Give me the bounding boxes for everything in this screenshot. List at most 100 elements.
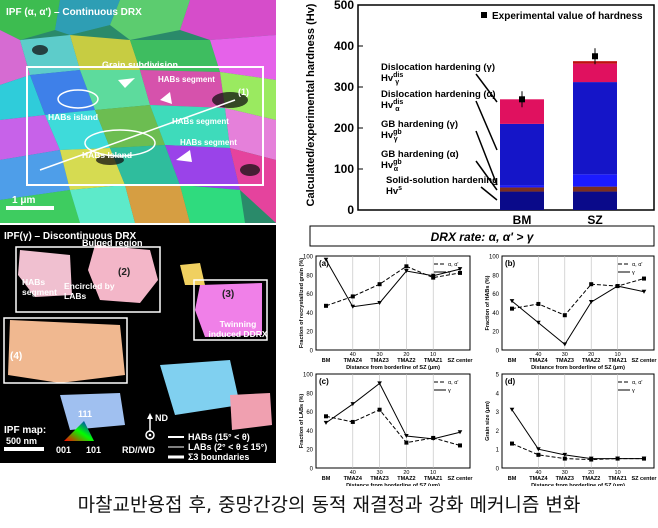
line-chart-ylabel: Fraction of recrystallized grain (%) xyxy=(299,258,305,348)
label-4: (4) xyxy=(10,351,22,362)
hardness-annotation: GB hardening (γ) xyxy=(381,119,458,130)
label-habs-island-1: HABs island xyxy=(48,112,98,122)
scalebar-500nm: 500 nm xyxy=(6,436,37,446)
line-point xyxy=(350,402,356,407)
line-chart-ytick: 1 xyxy=(496,448,500,454)
line-chart-xtick: TMAZ3 xyxy=(370,476,388,482)
label-line-1: (1) xyxy=(238,87,249,97)
annotation-arrow xyxy=(475,160,498,191)
line-chart-ytick: 0 xyxy=(310,349,314,355)
line-chart-xtick: TMAZ4 xyxy=(344,476,363,482)
hardness-annotation: Solid-solution hardening xyxy=(386,175,498,186)
hardness-ytick-label: 500 xyxy=(334,0,354,12)
line-chart-ytick: 5 xyxy=(496,373,500,379)
label-habs-segment-2: HABs segment xyxy=(172,117,229,126)
hardness-annotation: Dislocation hardening (α) xyxy=(381,89,496,100)
line-chart-xlabel: Distance from borderline of SZ (μm) xyxy=(346,365,440,371)
label-habs-segment-3: HABs segment xyxy=(180,138,237,147)
line-chart-xtick: TMAZ4 xyxy=(529,358,548,364)
line-point xyxy=(457,267,463,272)
line-chart-ytick: 60 xyxy=(492,292,499,298)
hardness-annotation-symbol: Hvgb γ xyxy=(381,129,402,143)
scalebar-1um: 1 μm xyxy=(12,195,35,206)
line-point xyxy=(457,430,463,435)
line-point xyxy=(510,306,514,311)
ipf-map-discontinuous: IPF(γ) – Discontinuous DRX Bulged region… xyxy=(0,225,276,463)
line-chart-xdist: 40 xyxy=(350,352,356,358)
line-chart-ylabel: Fraction of LABs (%) xyxy=(299,394,305,449)
line-chart-frame xyxy=(315,255,471,351)
hardness-ytick-label: 300 xyxy=(334,80,354,94)
line-chart-xtick: BM xyxy=(322,358,331,364)
line-series xyxy=(325,265,461,307)
line-series xyxy=(325,259,461,308)
line-chart-xdist: 40 xyxy=(535,352,541,358)
label-twinning-ddrx: Twinning induced DDRX xyxy=(208,319,268,339)
hardness-bar-segment xyxy=(573,186,617,192)
line-point xyxy=(615,456,620,461)
line-point xyxy=(377,381,382,386)
line-chart-ytick: 20 xyxy=(492,330,499,336)
line-chart-xtick: TMAZ1 xyxy=(424,358,442,364)
line-chart-panel-id: (c) xyxy=(319,377,329,386)
ipf-continuous-title: IPF (α, α') – Continuous DRX xyxy=(6,7,142,18)
line-legend-label: α, α' xyxy=(632,262,642,268)
hardness-ytick-label: 200 xyxy=(334,121,354,135)
line-chart-ylabel: Grain size (μm) xyxy=(485,401,491,441)
line-chart-xtick: BM xyxy=(508,358,517,364)
line-point xyxy=(509,407,515,412)
line-chart-xdist: 40 xyxy=(535,470,541,476)
line-chart-frame xyxy=(315,373,471,469)
line-point xyxy=(562,342,568,347)
line-chart-ytick: 0 xyxy=(496,349,500,355)
hardness-ylabel: Calculated/experimental hardness (Hv) xyxy=(305,3,317,206)
annotation-arrow xyxy=(480,186,498,201)
line-point xyxy=(615,284,620,289)
line-point xyxy=(350,304,356,309)
label-bulged-region: Bulged region xyxy=(82,238,143,248)
line-legend-label: γ xyxy=(448,270,451,276)
ipf-111: 111 xyxy=(78,409,92,419)
hardness-bar-segment xyxy=(500,187,544,192)
legend-sigma3: Σ3 boundaries xyxy=(188,452,249,462)
line-chart-xlabel: Distance from borderline of SZ (μm) xyxy=(346,483,440,486)
hardness-annotation-symbol: Hvgb α xyxy=(381,159,402,173)
line-chart-xdist: 30 xyxy=(377,470,383,476)
hardness-annotation: GB hardening (α) xyxy=(381,149,459,160)
line-chart-ytick: 100 xyxy=(489,255,500,261)
line-point xyxy=(509,299,515,304)
line-point xyxy=(562,452,568,457)
caption: 마찰교반용접 후, 중망간강의 동적 재결정과 강화 메커니즘 변화 xyxy=(77,494,581,516)
hardness-annotation-symbol: Hvs xyxy=(386,185,402,197)
line-point xyxy=(324,303,328,308)
line-chart-xtick: SZ center xyxy=(631,476,657,482)
line-chart-xlabel: Distance from borderline of SZ (μm) xyxy=(531,483,625,486)
hardness-annotation-symbol: Hvdis γ xyxy=(381,72,403,86)
line-chart-xtick: SZ center xyxy=(447,476,473,482)
line-chart-xdist: 10 xyxy=(430,352,436,358)
line-series xyxy=(325,409,461,446)
line-point xyxy=(430,436,436,441)
ipf-map-continuous: IPF (α, α') – Continuous DRX Grain subdi… xyxy=(0,0,276,223)
line-chart-xtick: TMAZ4 xyxy=(529,476,548,482)
line-chart-panel-id: (b) xyxy=(505,259,516,268)
line-chart-xdist: 20 xyxy=(403,470,409,476)
label-2: (2) xyxy=(118,267,130,278)
line-chart-panel-id: (a) xyxy=(319,259,329,268)
line-chart-ytick: 3 xyxy=(496,410,500,416)
line-point xyxy=(404,440,409,445)
line-chart-xtick: TMAZ2 xyxy=(397,358,415,364)
hardness-chart: Calculated/experimental hardness (Hv) 0 1… xyxy=(305,0,655,247)
hardness-annotation: Dislocation hardening (γ) xyxy=(381,62,495,73)
line-point xyxy=(377,301,382,305)
line-chart-ytick: 2 xyxy=(496,429,500,435)
line-chart-ytick: 80 xyxy=(306,273,313,279)
label-habs-segment-bl: HABs segment xyxy=(22,277,57,297)
line-chart-ytick: 40 xyxy=(306,429,313,435)
line-point xyxy=(350,419,355,424)
line-chart-xdist: 20 xyxy=(403,352,409,358)
line-chart-xlabel: Distance from borderline of SZ (μm) xyxy=(531,365,625,371)
